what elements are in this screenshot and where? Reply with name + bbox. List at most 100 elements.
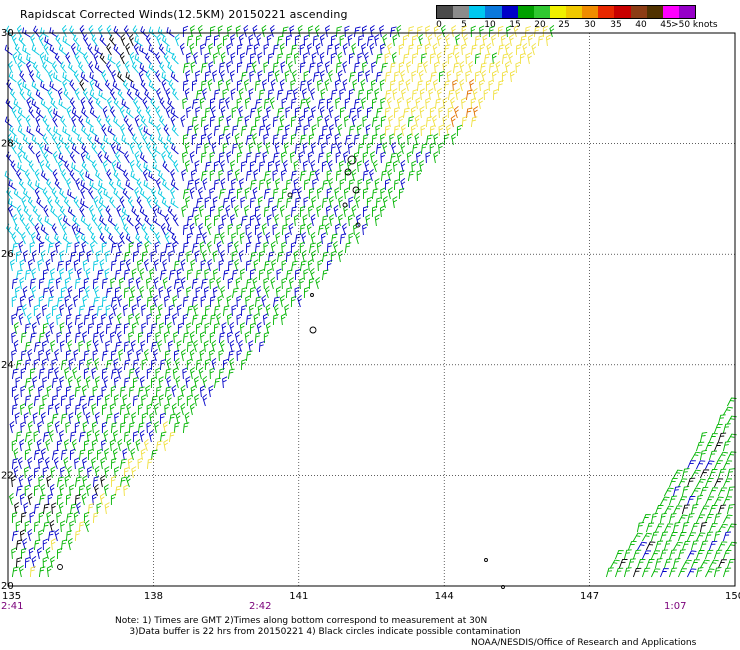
wind-barb xyxy=(173,422,181,434)
wind-barb xyxy=(663,558,673,569)
wind-barb xyxy=(123,377,131,389)
wind-barb xyxy=(380,97,386,110)
wind-barb xyxy=(444,33,450,47)
wind-barb xyxy=(527,52,533,65)
wind-barb xyxy=(186,215,194,227)
wind-barb xyxy=(34,187,40,200)
wind-barb xyxy=(212,250,218,263)
wind-barb xyxy=(717,504,727,515)
wind-barb xyxy=(722,441,731,452)
wind-barb xyxy=(65,421,71,434)
wind-barb xyxy=(406,61,412,74)
wind-barb xyxy=(209,367,215,380)
wind-barb xyxy=(695,567,704,578)
wind-barb xyxy=(101,241,108,254)
wind-barb xyxy=(258,89,266,101)
wind-barb xyxy=(106,43,112,56)
wind-barb xyxy=(135,439,141,452)
wind-barb xyxy=(27,89,35,101)
wind-barb xyxy=(105,413,113,425)
wind-barb xyxy=(182,151,188,164)
wind-barb xyxy=(37,421,43,434)
wind-barb xyxy=(20,547,27,560)
wind-barb xyxy=(51,394,58,407)
wind-barb xyxy=(36,312,41,326)
wind-barb xyxy=(98,197,107,209)
wind-barb xyxy=(152,215,161,227)
wind-barb xyxy=(88,97,94,110)
wind-barb xyxy=(110,385,117,398)
wind-barb xyxy=(240,287,248,299)
wind-barb xyxy=(83,367,90,379)
wind-barb xyxy=(362,61,368,74)
wind-barb xyxy=(275,286,282,299)
wind-barb xyxy=(389,26,397,38)
wind-barb xyxy=(236,349,242,362)
wind-barb xyxy=(411,34,418,47)
wind-barb xyxy=(5,25,13,38)
wind-barb xyxy=(279,79,285,92)
wind-barb xyxy=(83,52,89,65)
wind-barb xyxy=(53,126,62,137)
wind-barb xyxy=(162,258,167,272)
wind-barb xyxy=(200,259,206,272)
wind-barb xyxy=(717,487,728,497)
wind-barb xyxy=(240,160,247,173)
wind-barb xyxy=(432,114,437,128)
wind-barb xyxy=(113,25,121,38)
wind-barb xyxy=(474,35,481,47)
wind-barb xyxy=(254,115,261,128)
wind-barb xyxy=(375,197,382,209)
wind-barb xyxy=(8,198,17,209)
wind-barb xyxy=(82,331,88,344)
wind-barb xyxy=(24,431,32,443)
wind-barb xyxy=(252,277,258,290)
wind-barb xyxy=(131,206,139,218)
wind-barb xyxy=(299,277,305,290)
wind-barb xyxy=(202,231,207,245)
wind-barb xyxy=(155,177,161,191)
wind-barb xyxy=(209,205,216,218)
wind-barb xyxy=(110,368,118,380)
wind-barb xyxy=(452,62,460,74)
wind-barb xyxy=(74,241,80,254)
wind-barb xyxy=(668,495,678,506)
wind-barb xyxy=(69,484,75,497)
wind-barb xyxy=(49,520,55,533)
wind-barb xyxy=(213,160,220,172)
wind-barb xyxy=(287,60,293,74)
wind-barb xyxy=(146,277,152,290)
wind-barb xyxy=(175,375,181,389)
wind-barb xyxy=(632,549,642,560)
wind-barb xyxy=(10,88,17,101)
wind-barb xyxy=(245,62,253,74)
wind-barb xyxy=(38,141,44,155)
wind-barb xyxy=(366,142,373,155)
wind-barb xyxy=(88,25,94,38)
wind-barb xyxy=(99,34,107,47)
wind-barb xyxy=(180,349,186,362)
wind-barb xyxy=(110,349,117,362)
wind-barb xyxy=(231,287,239,299)
wind-barb xyxy=(60,286,67,298)
wind-barb xyxy=(713,478,724,488)
legend-swatch xyxy=(646,6,663,18)
wind-barb xyxy=(11,142,17,155)
wind-barb xyxy=(19,439,25,452)
wind-barb xyxy=(182,313,189,326)
wind-barb xyxy=(168,250,174,263)
wind-barb xyxy=(317,134,325,146)
wind-barb xyxy=(299,98,307,110)
wind-barb xyxy=(38,529,44,542)
wind-barb xyxy=(491,70,498,83)
wind-barb xyxy=(681,468,690,479)
wind-barb xyxy=(91,493,98,506)
wind-barb xyxy=(159,322,165,335)
wind-barb xyxy=(299,205,306,218)
wind-barb xyxy=(284,232,290,245)
wind-barb xyxy=(504,61,510,74)
wind-barb xyxy=(48,429,54,443)
wind-barb xyxy=(279,43,285,56)
wind-barb xyxy=(18,313,24,326)
wind-barb xyxy=(204,268,210,281)
